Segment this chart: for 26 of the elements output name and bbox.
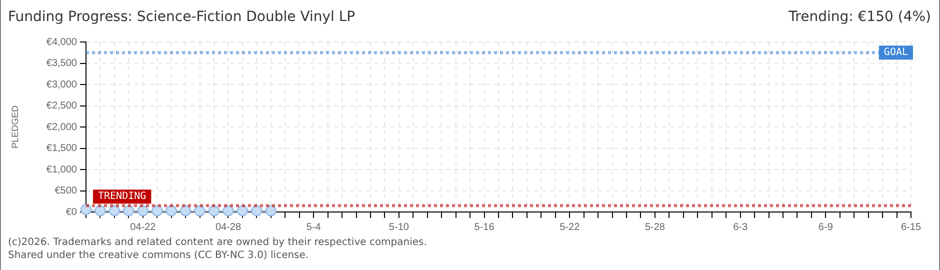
text: (c)2026. Trademarks and related content are owned by their respective companies. [8,236,427,249]
x-tick-label: 5-10 [388,222,410,233]
x-tick-label: 5-28 [644,222,666,233]
text: Shared under the creative commons (CC BY-NC 3.0) license. [8,249,310,262]
y-tick-label: €3,000 [46,79,78,90]
ref-line-label: TRENDING [98,191,146,202]
x-tick-label: 5-16 [474,222,495,233]
ref-line-label: GOAL [884,47,908,58]
x-tick-label: 5-4 [306,222,322,233]
y-tick-label: €4,000 [46,36,78,48]
y-tick-label: €2,500 [46,100,78,112]
y-tick-label: €1,000 [46,164,78,176]
chart-subtitle: Trending: €150 (4%) [788,9,931,25]
chart-title: Funding Progress: Science-Fiction Double Vinyl LP [8,9,356,25]
x-tick-label: 6-3 [733,222,748,233]
x-tick-label: 6-15 [900,222,922,233]
y-axis-title: PLEDGED [10,104,20,149]
y-tick-label: €2,000 [46,122,78,133]
y-tick-label: €0 [66,206,78,218]
y-tick-label: €1,500 [46,143,78,154]
x-tick-label: 6-9 [818,222,834,233]
y-tick-label: €500 [54,186,78,196]
x-tick-label: 04-22 [130,222,156,233]
y-tick-label: €3,500 [46,58,78,69]
x-tick-label: 5-22 [560,222,580,233]
x-tick-label: 04-28 [215,222,242,233]
